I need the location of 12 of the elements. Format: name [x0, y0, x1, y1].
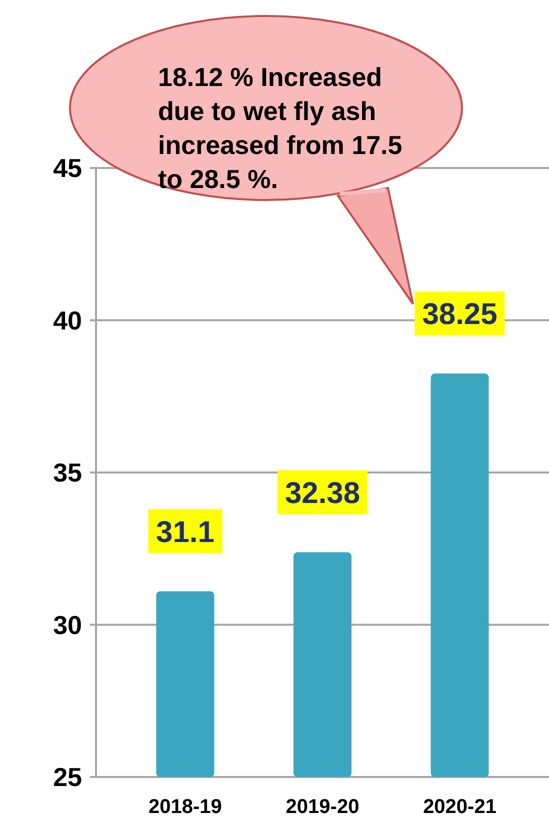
y-tick-label: 40	[53, 305, 82, 336]
y-tick-label: 35	[53, 458, 82, 488]
data-label: 32.38	[284, 476, 360, 510]
y-tick-label: 45	[53, 153, 82, 184]
x-tick-label: 2018-19	[148, 796, 222, 818]
x-tick-label: 2019-20	[286, 796, 360, 818]
annotation: 18.12 % Increased due to wet fly ash increased from 17.5 to 28.5 %.	[158, 62, 402, 194]
data-label: 31.1	[156, 516, 214, 549]
x-tick-label: 2020-21	[423, 796, 496, 818]
y-tick-label: 30	[53, 610, 82, 640]
y-tick-label: 25	[53, 762, 82, 792]
data-label: 38.25	[422, 298, 498, 332]
